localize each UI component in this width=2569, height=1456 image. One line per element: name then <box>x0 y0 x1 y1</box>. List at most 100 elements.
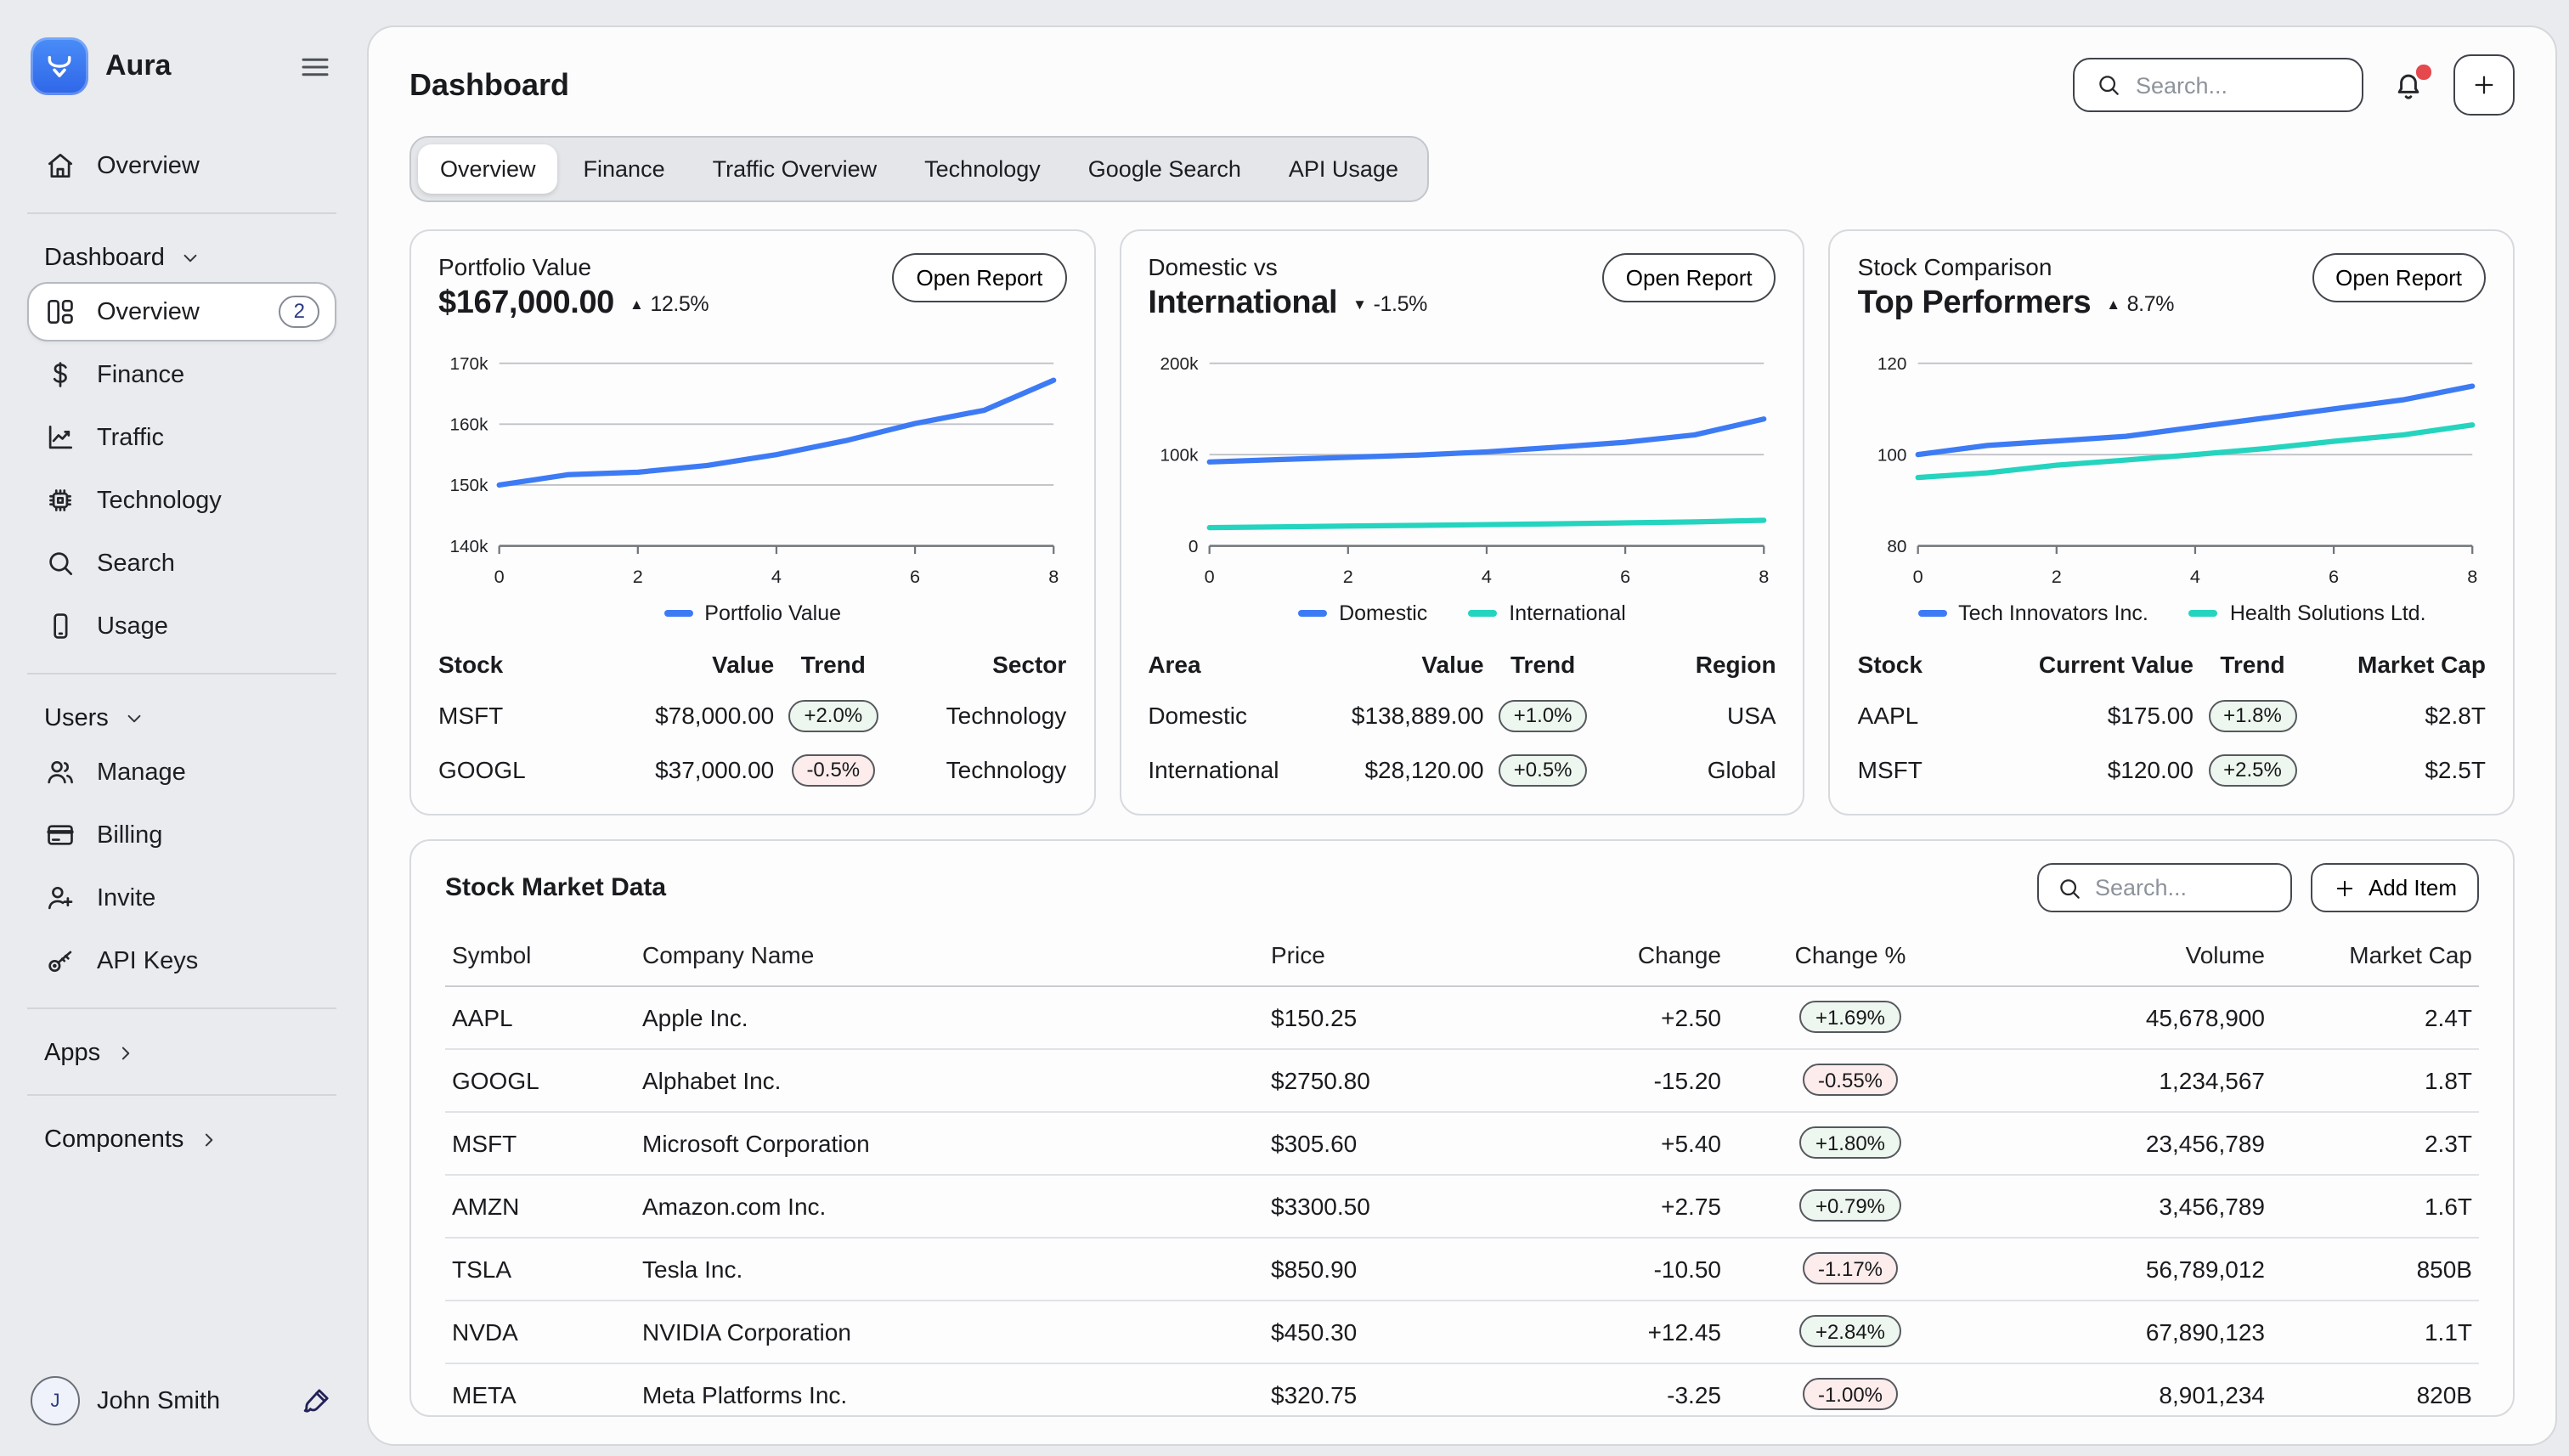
card-header: Domestic vs International ▼ -1.5% Open Repor… <box>1148 253 1776 323</box>
user-profile[interactable]: J John Smith <box>27 1369 336 1432</box>
open-report-button[interactable]: Open Report <box>892 253 1067 302</box>
overview-icon <box>44 296 76 328</box>
card-headline: $167,000.00 ▲ 12.5% <box>438 285 709 323</box>
sidebar-item-overview[interactable]: Overview 2 <box>27 282 336 341</box>
divider <box>27 673 336 674</box>
global-search[interactable] <box>2073 58 2363 112</box>
svg-text:150k: 150k <box>449 476 488 495</box>
tab-google-search[interactable]: Google Search <box>1087 156 1241 182</box>
table-cell: $28,120.00 <box>1364 756 1484 783</box>
change-pct-cell: -0.55% <box>1721 1064 1979 1096</box>
market-row-aapl: AAPL Apple Inc. $150.25 +2.50 +1.69% 45,678,9… <box>445 986 2479 1049</box>
table-search[interactable] <box>2036 863 2292 912</box>
home-icon <box>44 150 76 182</box>
card-table: Stock Current Value Trend Market Cap AAPL $17… <box>1858 639 2486 797</box>
table-cell: -3.25 <box>1667 1380 1721 1408</box>
sidebar-item-billing[interactable]: Billing <box>27 805 336 865</box>
section-label-users[interactable]: Users <box>27 691 336 742</box>
trend-cell: +2.5% <box>2194 753 2312 786</box>
legend-swatch <box>2188 610 2218 617</box>
table-cell: Microsoft Corporation <box>642 1129 870 1156</box>
tab-overview[interactable]: Overview <box>418 144 558 194</box>
column-header-change: Change <box>1637 940 1721 968</box>
delta-up: ▲ 12.5% <box>630 292 709 316</box>
column-header: Area <box>1148 650 1201 677</box>
sidebar-item-finance[interactable]: Finance <box>27 345 336 404</box>
legend-label: International <box>1509 601 1626 625</box>
table-cell: 3,456,789 <box>2159 1192 2265 1219</box>
open-report-button[interactable]: Open Report <box>2312 253 2486 302</box>
card-domestic-vs: Domestic vs International ▼ -1.5% Open Repor… <box>1119 229 1805 815</box>
section-label-dashboard[interactable]: Dashboard <box>27 231 336 282</box>
sidebar-item-manage[interactable]: Manage <box>27 742 336 802</box>
table-search-input[interactable] <box>2094 875 2273 900</box>
line-chart: 80 100 120 0 2 4 6 8 <box>1878 354 2478 587</box>
tab-technology[interactable]: Technology <box>924 156 1041 182</box>
table-cell: $450.30 <box>1271 1318 1358 1345</box>
chevron-down-icon <box>178 246 202 270</box>
table-cell: Technology <box>946 702 1067 729</box>
table-cell: $305.60 <box>1271 1129 1358 1156</box>
dollar-icon <box>44 358 76 391</box>
add-item-button[interactable]: Add Item <box>2310 863 2479 912</box>
legend-item: Portfolio Value <box>663 601 841 625</box>
card-table-header: Area Value Trend Region <box>1148 639 1776 688</box>
section-title: Components <box>44 1126 184 1154</box>
column-header: Stock <box>438 650 504 677</box>
table-cell: NVDA <box>452 1318 518 1345</box>
column-header-price: Price <box>1271 940 1325 968</box>
market-table-header: Symbol Company Name Price Change Change % Vol… <box>445 926 2479 986</box>
table-row: International $28,120.00 +0.5% Global <box>1148 742 1776 797</box>
svg-text:0: 0 <box>1188 537 1198 556</box>
card-titles: Domestic vs International ▼ -1.5% <box>1148 253 1427 323</box>
table-cell: GOOGL <box>438 756 526 783</box>
card-stock-comparison: Stock Comparison Top Performers ▲ 8.7% Open … <box>1828 229 2515 815</box>
table-cell: +2.50 <box>1661 1003 1721 1030</box>
sidebar-item-label: Technology <box>97 487 222 514</box>
tab-traffic-overview[interactable]: Traffic Overview <box>712 156 878 182</box>
table-cell: $78,000.00 <box>655 702 775 729</box>
card-header: Portfolio Value $167,000.00 ▲ 12.5% Open Rep… <box>438 253 1067 323</box>
table-cell: $150.25 <box>1271 1003 1358 1030</box>
market-row-googl: GOOGL Alphabet Inc. $2750.80 -15.20 -0.55% 1,… <box>445 1049 2479 1112</box>
delta-down: ▼ -1.5% <box>1352 292 1427 316</box>
section-title: Dashboard <box>44 245 165 272</box>
sidebar-item-traffic[interactable]: Traffic <box>27 408 336 467</box>
chart-area: 140k 150k 160k 170k 0 2 4 6 8 Portfolio Value <box>438 343 1066 625</box>
theme-paintbrush-icon[interactable] <box>299 1384 333 1418</box>
tab-finance[interactable]: Finance <box>583 156 665 182</box>
add-button[interactable] <box>2453 54 2515 116</box>
tab-api-usage[interactable]: API Usage <box>1288 156 1398 182</box>
svg-text:80: 80 <box>1888 537 1907 556</box>
sidebar-item-usage[interactable]: Usage <box>27 596 336 656</box>
section-label-apps[interactable]: Apps <box>27 1026 336 1077</box>
section-label-components[interactable]: Components <box>27 1113 336 1164</box>
sidebar-item-invite[interactable]: Invite <box>27 868 336 928</box>
count-badge: 2 <box>279 296 319 328</box>
legend-item: Health Solutions Ltd. <box>2188 601 2426 625</box>
sidebar-item-api-keys[interactable]: API Keys <box>27 931 336 990</box>
table-cell: 820B <box>2416 1380 2472 1408</box>
table-cell: +2.75 <box>1661 1192 1721 1219</box>
search-input[interactable] <box>2136 72 2341 98</box>
sidebar-item-label: Finance <box>97 361 185 388</box>
delta-up: ▲ 8.7% <box>2106 292 2174 316</box>
card-label: Stock Comparison <box>1857 253 2052 280</box>
sidebar-item-overview-top[interactable]: Overview <box>27 136 336 195</box>
notifications-bell-icon[interactable] <box>2391 65 2431 103</box>
table-cell: -15.20 <box>1653 1066 1721 1093</box>
table-cell: Apple Inc. <box>642 1003 748 1030</box>
market-row-amzn: AMZN Amazon.com Inc. $3300.50 +2.75 +0.79% 3,… <box>445 1175 2479 1238</box>
stock-market-tools: Add Item <box>2036 863 2479 912</box>
open-report-button[interactable]: Open Report <box>1601 253 1776 302</box>
table-cell: 2.3T <box>2424 1129 2472 1156</box>
hamburger-menu-icon[interactable] <box>297 48 333 84</box>
sidebar-item-technology[interactable]: Technology <box>27 471 336 530</box>
trend-cell: +2.0% <box>774 699 892 731</box>
svg-text:2: 2 <box>2052 566 2062 587</box>
change-pct-pill: -1.00% <box>1802 1378 1899 1410</box>
sidebar-item-label: Usage <box>97 612 168 640</box>
sidebar-item-search[interactable]: Search <box>27 533 336 593</box>
notification-dot <box>2416 65 2431 79</box>
table-row: MSFT $78,000.00 +2.0% Technology <box>438 688 1066 742</box>
